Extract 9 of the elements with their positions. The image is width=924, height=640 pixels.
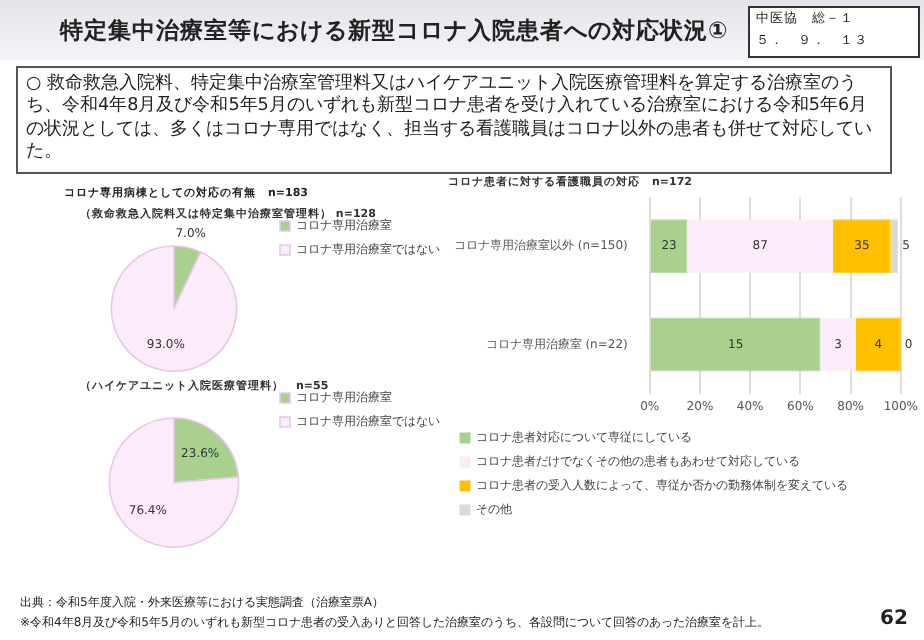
bar xyxy=(833,219,891,274)
text: ○ 救命救急入院料、特定集中治療室管理料又はハイケアユニット入院医療管理料を算定する治療室のうち、令和4年8月及び令和5年5月のいずれも新型コロナ患者を受け入れている治療室における令和5年6月の状況としては、多くはコロナ専用ではなく、担当する看護職員はコロナ以外の患者も併せて対応していた。 xyxy=(16,66,892,174)
bar xyxy=(855,317,901,372)
bar xyxy=(820,317,856,372)
bar xyxy=(650,317,821,372)
bar xyxy=(687,219,834,274)
text: 特定集中治療室等における新型コロナ入院患者への対応状況① xyxy=(60,16,728,46)
text: 62 xyxy=(880,608,908,630)
bar xyxy=(650,219,688,274)
